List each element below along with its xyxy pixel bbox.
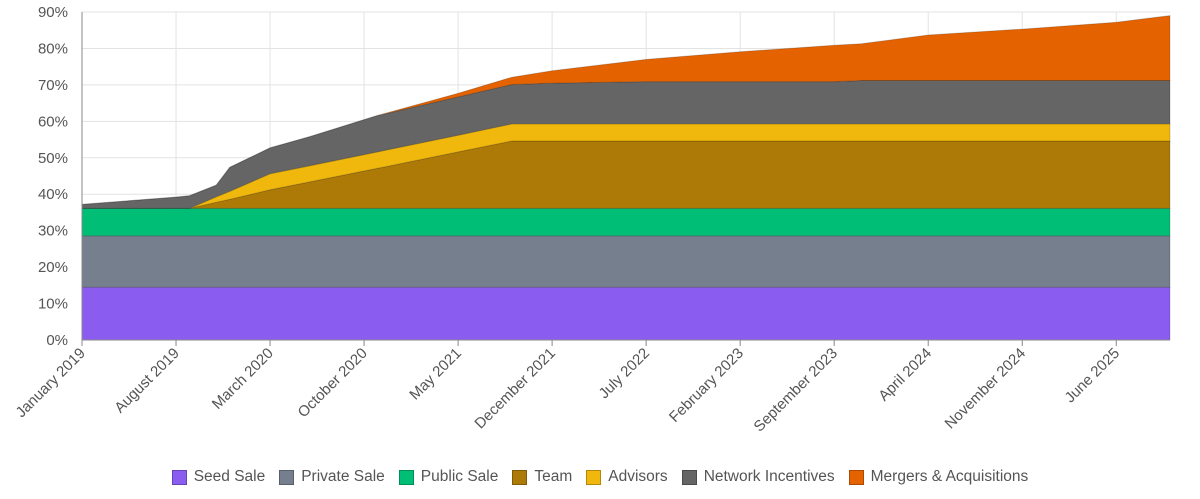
- area-network-incentives: [81, 80, 1171, 209]
- y-tick-label: 20%: [38, 259, 68, 276]
- y-tick-label: 60%: [38, 113, 68, 130]
- x-tick-label: March 2020: [209, 345, 277, 413]
- legend-item[interactable]: Mergers & Acquisitions: [848, 468, 1029, 486]
- legend-label: Network Incentives: [703, 468, 835, 485]
- legend-label: Private Sale: [301, 468, 385, 485]
- area-team: [82, 140, 1171, 209]
- legend-item[interactable]: Private Sale: [279, 468, 385, 486]
- x-tick-label: January 2019: [13, 345, 89, 421]
- legend-label: Team: [534, 468, 573, 485]
- series-areas: [81, 15, 1171, 341]
- legend-item[interactable]: Advisors: [586, 468, 668, 486]
- x-tick-label: May 2021: [406, 345, 465, 404]
- y-tick-label: 80%: [38, 40, 68, 57]
- legend: Seed Sale Private Sale Public Sale Team Advi…: [0, 468, 1200, 486]
- y-tick-label: 70%: [38, 77, 68, 94]
- area-seed-sale: [81, 286, 1171, 341]
- legend-swatch: [279, 469, 295, 485]
- y-tick-label: 40%: [38, 186, 68, 203]
- y-tick-label: 50%: [38, 150, 68, 167]
- legend-label: Advisors: [608, 468, 668, 485]
- y-tick-label: 10%: [38, 296, 68, 313]
- legend-label: Public Sale: [420, 468, 499, 485]
- x-tick-label: August 2019: [111, 345, 183, 417]
- x-tick-label: October 2020: [295, 345, 371, 421]
- x-tick-label: September 2023: [751, 345, 841, 435]
- legend-label: Mergers & Acquisitions: [870, 468, 1029, 485]
- legend-item[interactable]: Public Sale: [398, 468, 499, 486]
- area-private-sale: [81, 235, 1171, 288]
- legend-item[interactable]: Network Incentives: [681, 468, 835, 486]
- legend-swatch: [512, 469, 528, 485]
- legend-swatch: [398, 469, 414, 485]
- legend-item[interactable]: Team: [512, 468, 572, 486]
- area-mergers-acquisitions: [81, 15, 1171, 205]
- legend-swatch: [171, 469, 187, 485]
- area-public-sale: [81, 207, 1171, 237]
- legend-label: Seed Sale: [193, 468, 266, 485]
- stacked-area-chart: 0% 10% 20% 30% 40% 50% 60% 70% 80% 90% January 201…: [13, 4, 1171, 435]
- legend-item[interactable]: Seed Sale: [171, 468, 266, 486]
- x-tick-label: February 2023: [666, 345, 747, 426]
- x-tick-label: November 2024: [942, 345, 1029, 432]
- legend-swatch: [586, 469, 602, 485]
- x-tick-label: December 2021: [471, 345, 558, 432]
- x-tick-label: June 2025: [1062, 345, 1124, 407]
- y-tick-label: 30%: [38, 223, 68, 240]
- y-tick-label: 0%: [46, 332, 68, 349]
- y-tick-label: 90%: [38, 4, 68, 21]
- legend-swatch: [681, 469, 697, 485]
- x-tick-label: July 2022: [596, 345, 653, 402]
- legend-swatch: [848, 469, 864, 485]
- x-tick-label: April 2024: [875, 345, 935, 405]
